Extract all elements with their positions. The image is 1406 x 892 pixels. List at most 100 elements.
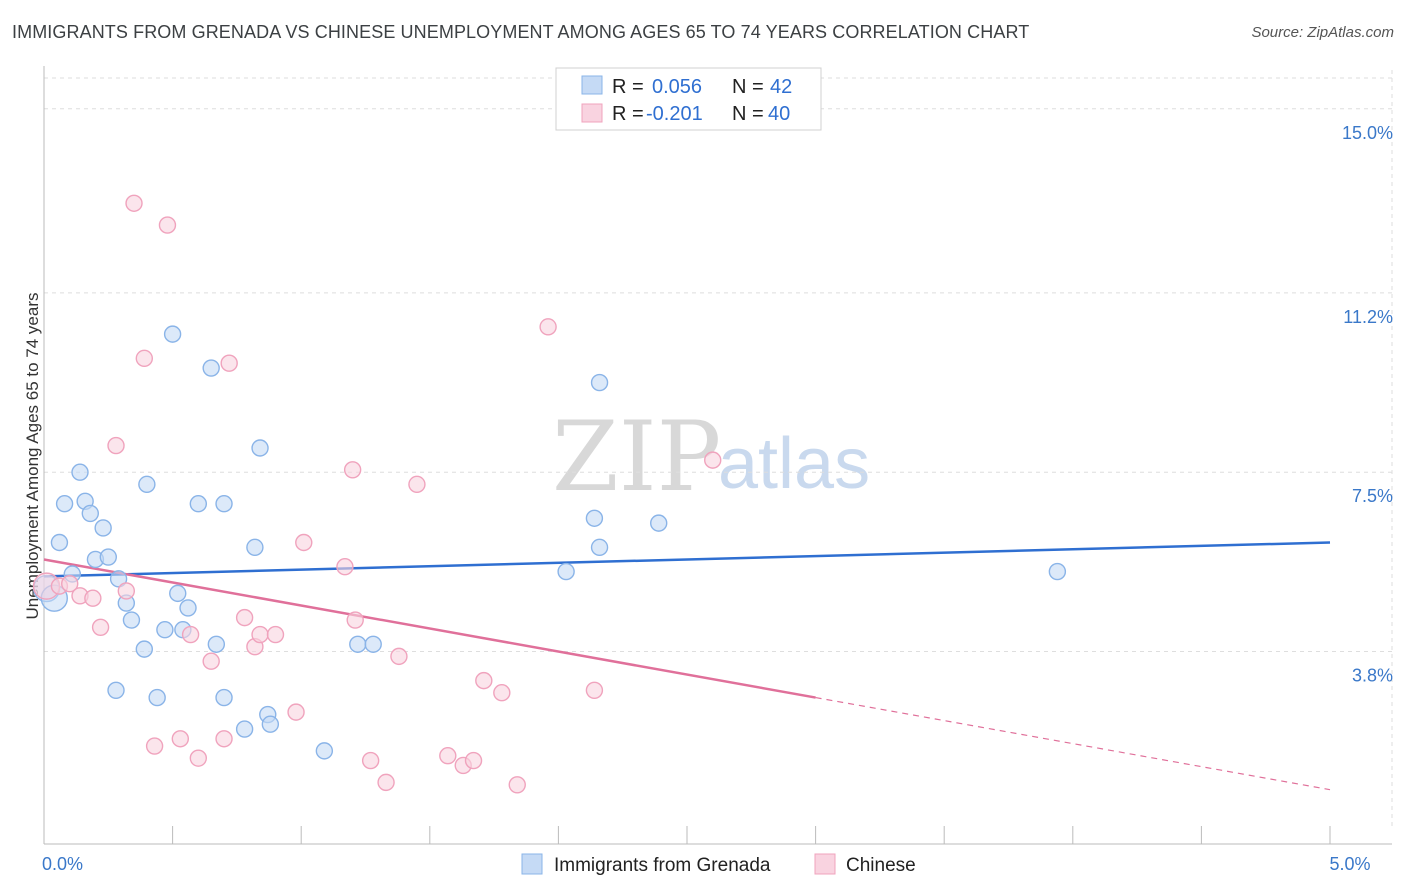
point-chinese [704, 451, 722, 469]
trend-line-chinese [43, 558, 816, 699]
point-chinese [171, 730, 190, 748]
point-chinese [390, 647, 408, 666]
point-chinese [117, 582, 136, 600]
x-tick-label: 5.0% [1329, 854, 1370, 874]
point-grenada [364, 635, 382, 653]
point-chinese [361, 751, 380, 770]
point-grenada [94, 519, 112, 537]
point-chinese [125, 194, 143, 212]
point-chinese [181, 625, 200, 644]
point-grenada [246, 538, 264, 557]
bottom-legend-label-chinese: Chinese [846, 855, 916, 876]
point-grenada [156, 621, 174, 639]
point-grenada [251, 439, 269, 457]
legend-swatch-grenada [581, 75, 603, 95]
legend-n-label-grenada: N = [732, 76, 764, 98]
chart-title: IMMIGRANTS FROM GRENADA VS CHINESE UNEMP… [12, 22, 1030, 42]
point-grenada [590, 538, 609, 557]
point-grenada [148, 688, 166, 707]
source-label: Source: ZipAtlas.com [1251, 24, 1394, 41]
legend-swatch-chinese [581, 103, 603, 123]
point-chinese [343, 461, 362, 479]
legend-n-value-chinese: 40 [768, 103, 790, 125]
point-grenada [179, 599, 197, 617]
trend-lines [43, 541, 1331, 791]
point-chinese [539, 318, 557, 336]
point-chinese [84, 589, 102, 607]
point-chinese [408, 475, 426, 494]
point-grenada [235, 720, 254, 738]
watermark-atlas: atlas [718, 424, 870, 504]
point-grenada [55, 495, 74, 513]
point-grenada [122, 611, 141, 629]
point-grenada [1048, 562, 1067, 581]
x-tick-labels: 0.0% 5.0% [42, 854, 1371, 874]
y-axis-label: Unemployment Among Ages 65 to 74 years [23, 293, 42, 620]
point-grenada [135, 640, 154, 658]
point-grenada [207, 635, 226, 653]
legend-r-label-grenada: R = [612, 76, 644, 98]
point-grenada [71, 463, 89, 481]
y-tick-label: 3.8% [1352, 666, 1393, 686]
point-grenada [107, 681, 125, 700]
point-grenada [99, 548, 118, 566]
bottom-legend-swatch-grenada [521, 853, 543, 875]
y-tick-label: 15.0% [1342, 123, 1393, 143]
point-chinese [377, 773, 395, 792]
point-chinese [251, 625, 269, 644]
point-grenada [81, 504, 99, 523]
point-grenada [109, 570, 128, 588]
point-chinese [158, 216, 177, 234]
legend-r-value-grenada: 0.056 [652, 76, 702, 98]
point-chinese [135, 349, 154, 368]
point-chinese [266, 625, 285, 644]
point-grenada [349, 635, 367, 653]
point-chinese [91, 618, 110, 637]
point-chinese [439, 747, 457, 765]
point-chinese [475, 671, 493, 690]
point-grenada [650, 514, 668, 532]
point-chinese [145, 737, 164, 755]
bottom-legend-label-grenada: Immigrants from Grenada [554, 855, 771, 876]
x-tick-label: 0.0% [42, 854, 83, 874]
trend-line-grenada [43, 541, 1331, 578]
point-grenada [557, 562, 575, 581]
y-tick-label: 7.5% [1352, 486, 1393, 506]
axes [43, 66, 1392, 845]
bottom-legend-swatch-chinese [814, 853, 836, 875]
point-grenada [261, 715, 280, 733]
legend-r-label-chinese: R = [612, 103, 644, 125]
point-grenada [215, 495, 233, 513]
point-chinese [346, 611, 364, 629]
watermark-zip: ZIP [552, 401, 721, 513]
series-legend: Immigrants from Grenada Chinese [521, 853, 916, 876]
point-grenada [215, 688, 233, 707]
point-chinese [215, 730, 233, 748]
point-chinese [508, 776, 526, 794]
legend-n-label-chinese: N = [732, 103, 764, 125]
point-chinese [287, 703, 305, 721]
point-grenada [50, 533, 69, 552]
point-chinese [61, 574, 79, 593]
point-grenada [202, 359, 220, 377]
point-grenada [163, 325, 182, 343]
correlation-legend: R = 0.056 N = 42 R = -0.201 N = 40 [555, 67, 822, 131]
point-chinese [235, 608, 254, 627]
legend-r-value-chinese: -0.201 [646, 103, 703, 125]
point-grenada [590, 373, 609, 392]
point-grenada [585, 509, 604, 527]
point-chinese [336, 558, 354, 576]
point-chinese [464, 751, 483, 770]
data-points [32, 194, 1067, 794]
point-chinese [202, 652, 220, 670]
y-tick-label: 11.2% [1343, 307, 1393, 327]
point-grenada [138, 475, 156, 494]
point-grenada [315, 742, 334, 760]
point-chinese [585, 681, 604, 700]
y-tick-labels: 15.0% 11.2% 7.5% 3.8% [1342, 123, 1393, 686]
point-chinese [107, 436, 125, 455]
point-chinese [295, 533, 313, 552]
point-grenada [169, 584, 187, 603]
point-grenada [189, 495, 208, 513]
